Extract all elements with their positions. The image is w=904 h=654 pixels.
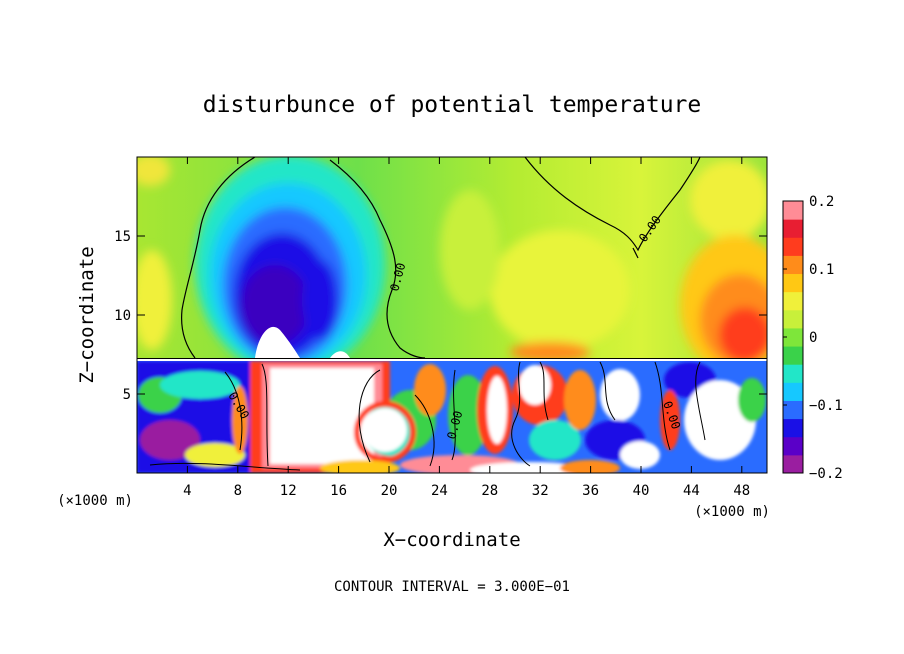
colorbar-swatch-10: [783, 273, 803, 293]
colorbar-swatch-6: [783, 346, 803, 365]
x-tick-label-16: 16: [330, 483, 347, 499]
y-axis-label: Z−coordinate: [76, 246, 98, 383]
colorbar-tick-label-4: −0.2: [809, 466, 843, 482]
x-axis: 4 8 12 16 20 24 28 32 36 40 44 48: [183, 157, 750, 499]
contour-interval-note: CONTOUR INTERVAL = 3.000E−01: [334, 579, 570, 595]
colorbar-swatch-2: [783, 418, 803, 438]
y-axis: 5 10 15: [114, 229, 767, 403]
colorbar-swatch-0: [783, 454, 803, 474]
x-tick-label-12: 12: [280, 483, 297, 499]
colorbar-tick-label-0: 0.2: [809, 194, 834, 210]
colorbar-swatch-3: [783, 400, 803, 420]
x-tick-label-32: 32: [532, 483, 549, 499]
x-tick-label-8: 8: [234, 483, 242, 499]
x-unit-right: (×1000 m): [694, 504, 770, 520]
x-tick-label-4: 4: [183, 483, 191, 499]
colorbar-swatch-12: [783, 237, 803, 256]
x-tick-label-24: 24: [431, 483, 448, 499]
colorbar-swatch-7: [783, 327, 803, 347]
x-tick-label-28: 28: [481, 483, 498, 499]
x-axis-label: X−coordinate: [383, 529, 520, 551]
colorbar-swatch-11: [783, 255, 803, 275]
x-unit-left: (×1000 m): [57, 493, 133, 509]
colorbar-swatch-9: [783, 291, 803, 311]
zero-contours: [180, 157, 701, 359]
y-tick-label-5: 5: [123, 387, 131, 403]
colorbar-swatch-13: [783, 219, 803, 238]
lower-contours: [149, 361, 706, 471]
colorbar-swatch-4: [783, 382, 803, 401]
colorbar-swatch-1: [783, 436, 803, 456]
x-tick-label-48: 48: [733, 483, 750, 499]
colorbar-tick-label-3: −0.1: [809, 398, 843, 414]
x-tick-label-40: 40: [633, 483, 650, 499]
y-tick-label-10: 10: [114, 308, 131, 324]
x-tick-label-36: 36: [582, 483, 599, 499]
colorbar-swatch-14: [783, 201, 803, 220]
chart-title: disturbunce of potential temperature: [203, 92, 702, 118]
heatmap-field: [137, 157, 767, 473]
colorbar-swatch-5: [783, 364, 803, 383]
colorbar-swatch-8: [783, 309, 803, 329]
x-tick-label-44: 44: [683, 483, 700, 499]
x-tick-label-20: 20: [381, 483, 398, 499]
colorbar-tick-label-2: 0: [809, 330, 817, 346]
y-tick-label-15: 15: [114, 229, 131, 245]
colorbar: 0.2 0.1 0 −0.1 −0.2: [782, 194, 843, 482]
colorbar-tick-label-1: 0.1: [809, 262, 834, 278]
